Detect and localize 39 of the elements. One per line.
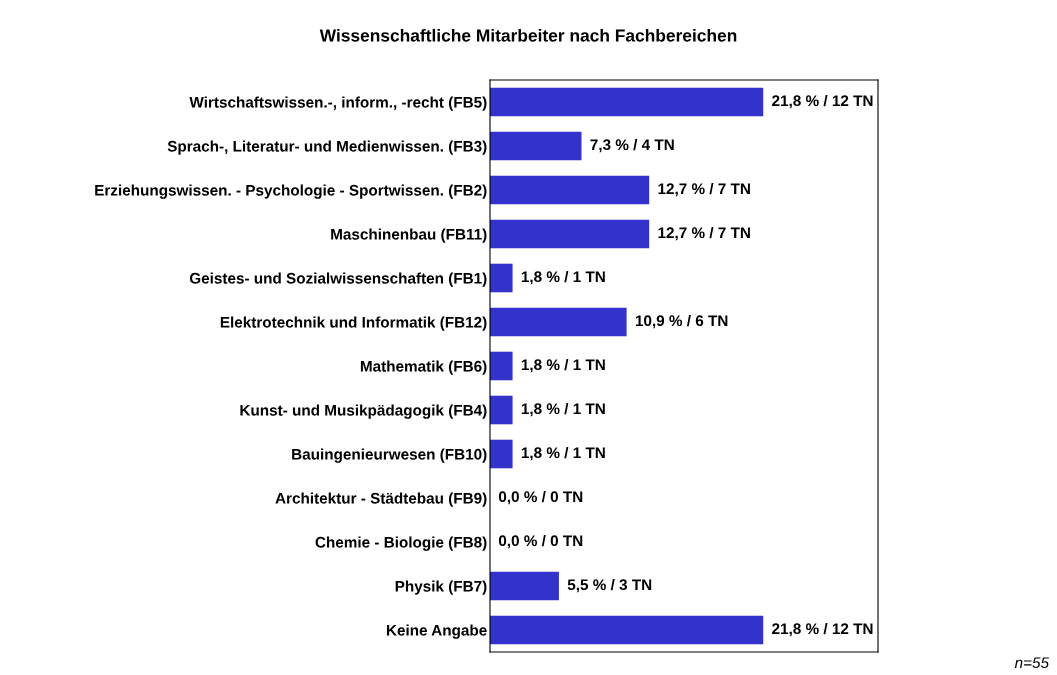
y-tick-label: Keine Angabe	[386, 624, 487, 639]
bar	[490, 351, 513, 381]
data-label: 5,5 % / 3 TN	[567, 578, 652, 593]
bar	[490, 571, 559, 601]
data-label: 12,7 % / 7 TN	[658, 182, 750, 197]
data-label: 21,8 % / 12 TN	[772, 622, 873, 637]
y-tick-label: Bauingenieurwesen (FB10)	[292, 448, 487, 463]
data-label: 0,0 % / 0 TN	[498, 534, 583, 549]
data-label: 10,9 % / 6 TN	[635, 314, 728, 329]
bar	[490, 175, 650, 205]
data-label: 12,7 % / 7 TN	[658, 226, 750, 241]
y-tick-label: Maschinenbau (FB11)	[331, 228, 487, 243]
bar	[490, 439, 513, 469]
bar	[490, 87, 764, 117]
y-tick-label: Kunst- und Musikpädagogik (FB4)	[240, 404, 487, 419]
data-label: 0,0 % / 0 TN	[498, 490, 583, 505]
bar	[490, 395, 513, 425]
bar	[490, 307, 627, 337]
bar	[490, 219, 650, 249]
data-label: 21,8 % / 12 TN	[772, 94, 873, 109]
y-tick-label: Elektrotechnik und Informatik (FB12)	[220, 316, 487, 331]
data-label: 1,8 % / 1 TN	[521, 402, 605, 417]
chart-title: Wissenschaftliche Mitarbeiter nach Fachbereichen	[319, 28, 737, 42]
bar	[490, 615, 764, 645]
y-tick-label: Physik (FB7)	[395, 580, 487, 595]
y-tick-label: Erziehungswissen. - Psychologie - Sportwissen. (FB2)	[95, 184, 487, 199]
y-tick-label: Chemie - Biologie (FB8)	[315, 536, 487, 551]
data-label: 1,8 % / 1 TN	[521, 446, 605, 461]
bar	[490, 131, 582, 161]
y-tick-label: Sprach-, Literatur- und Medienwissen. (FB3)	[167, 140, 487, 155]
y-tick-label: Geistes- und Sozialwissenschaften (FB1)	[189, 272, 487, 287]
text: n=55	[1014, 657, 1050, 669]
data-label: 1,8 % / 1 TN	[521, 270, 605, 285]
y-tick-label: Mathematik (FB6)	[360, 360, 487, 375]
data-label: 1,8 % / 1 TN	[521, 358, 605, 373]
data-label: 7,3 % / 4 TN	[590, 138, 674, 153]
y-tick-label: Architektur - Städtebau (FB9)	[275, 492, 487, 507]
y-tick-label: Wirtschaftswissen.-, inform., -recht (FB5)	[189, 96, 487, 111]
bar	[490, 263, 513, 293]
